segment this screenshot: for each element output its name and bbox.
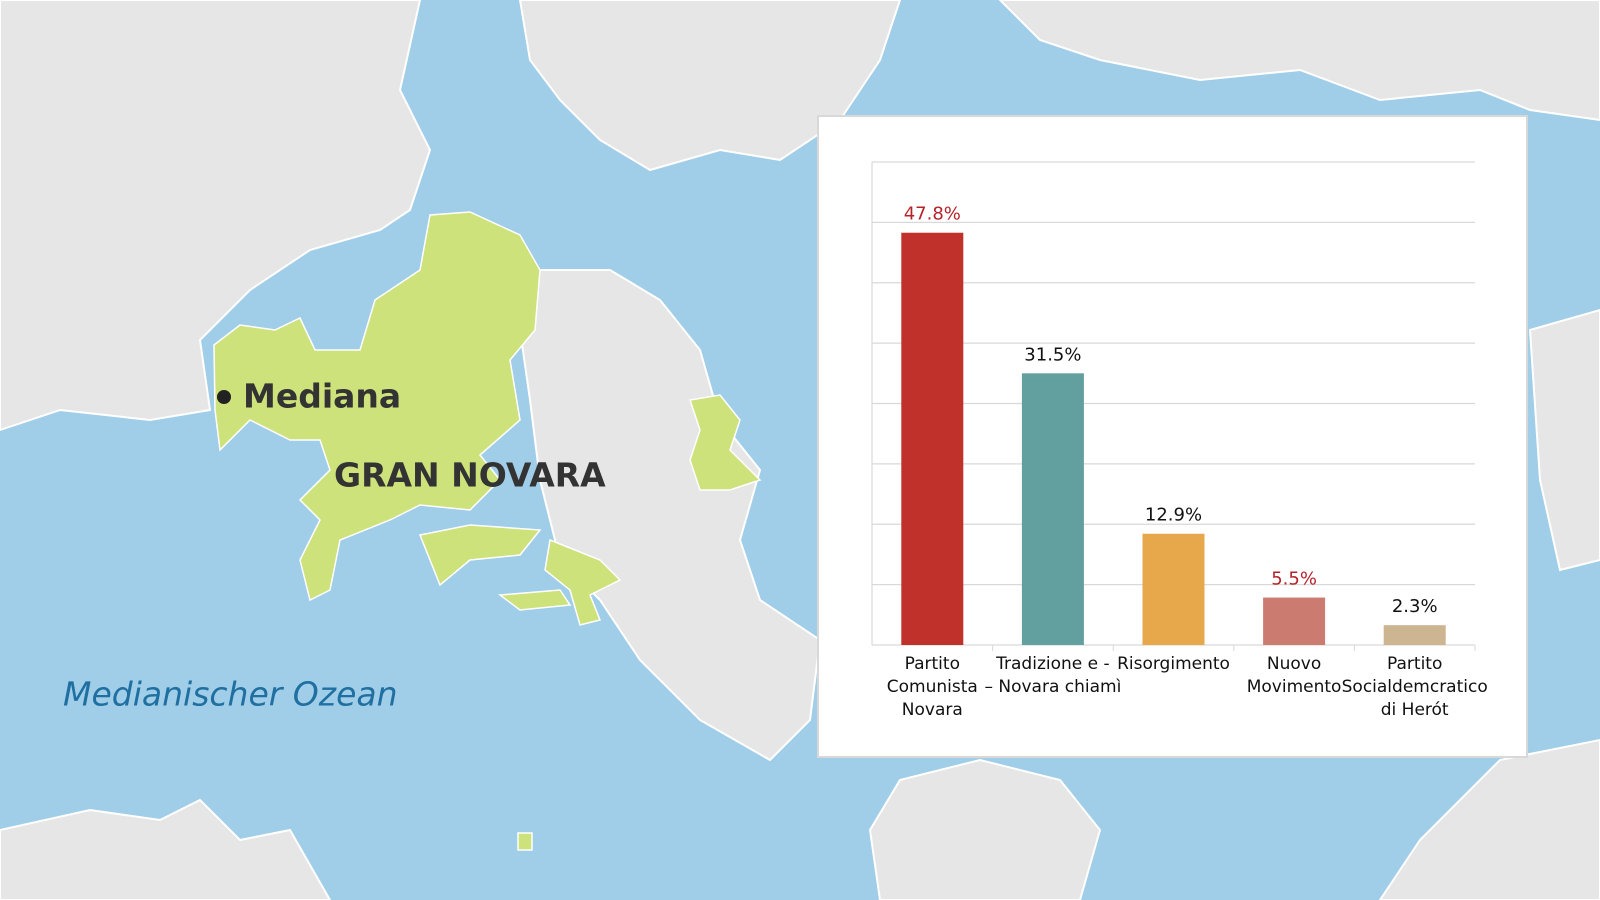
x-tick-label: Tradizione e - – Novara chiamì: [984, 654, 1122, 697]
bar: [1021, 373, 1084, 645]
city-label: Mediana: [243, 377, 401, 416]
x-tick-label: Risorgimento: [1117, 654, 1230, 674]
value-label: 31.5%: [1024, 344, 1081, 365]
bar: [1263, 597, 1326, 645]
region-label: GRAN NOVARA: [334, 456, 606, 495]
x-tick-label: Partito Comunista Novara: [886, 654, 978, 720]
x-tick-label: Nuovo Movimento: [1246, 654, 1342, 697]
value-label: 12.9%: [1145, 505, 1202, 526]
bar: [1383, 625, 1446, 645]
value-label: 2.3%: [1392, 596, 1438, 617]
x-tick-label: Partito Socialdemcratico di Herót: [1341, 654, 1488, 720]
value-label: 5.5%: [1271, 569, 1317, 590]
bar: [901, 232, 964, 645]
city-marker: [217, 390, 231, 404]
chart: 47.8% 31.5% 12.9% 5.5% 2.3%: [871, 161, 1476, 651]
value-label: 47.8%: [904, 204, 961, 225]
gran-novara-region: [213, 211, 762, 851]
ocean-label: Medianischer Ozean: [63, 675, 398, 714]
bar: [1142, 533, 1205, 645]
